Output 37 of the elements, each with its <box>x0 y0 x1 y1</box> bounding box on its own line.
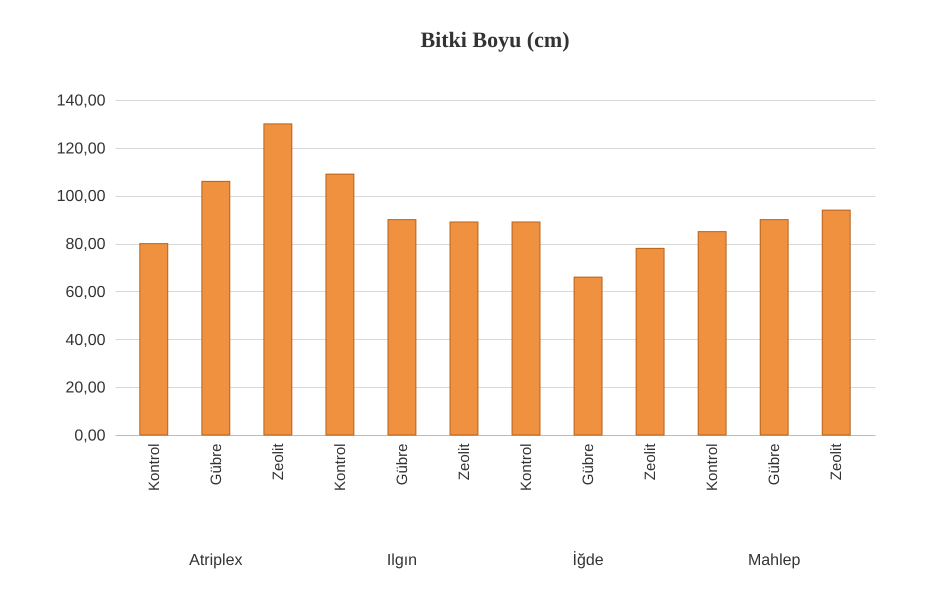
bar <box>822 210 851 436</box>
y-tick-label: 40,00 <box>65 332 106 349</box>
bar <box>325 174 354 436</box>
text: Atriplex <box>189 552 242 569</box>
bar <box>574 276 603 436</box>
bar <box>512 222 540 436</box>
chart-title: Bitki Boyu (cm) <box>420 27 570 52</box>
bar <box>387 219 416 436</box>
x-tick-label: Zeolit <box>456 442 473 480</box>
y-tick-label: 140,00 <box>56 92 106 110</box>
x-tick-label: Gübre <box>766 444 784 486</box>
bar <box>450 222 478 436</box>
y-tick-label: 20,00 <box>65 380 106 397</box>
y-tick-label: 0,00 <box>74 428 106 444</box>
bar <box>760 219 789 436</box>
x-tick-label: Kontrol <box>518 444 536 492</box>
bar <box>139 243 168 436</box>
y-tick-label: 60,00 <box>65 284 106 301</box>
x-tick-label: Gübre <box>208 444 225 486</box>
y-tick-label: 80,00 <box>65 236 106 254</box>
x-tick-label: Kontrol <box>704 444 722 492</box>
x-tick-label: Zeolit <box>828 442 846 480</box>
bar <box>698 231 727 436</box>
x-tick-label: Kontrol <box>332 444 349 492</box>
text: Mahlep <box>748 552 801 569</box>
y-tick-label: 120,00 <box>56 140 106 158</box>
bar <box>636 248 665 436</box>
x-tick-label: Kontrol <box>146 444 163 492</box>
text: Ilgın <box>386 552 418 569</box>
bar <box>263 123 292 436</box>
x-tick-label: Zeolit <box>270 442 287 480</box>
y-tick-label: 100,00 <box>56 188 106 206</box>
text: İğde <box>572 551 604 569</box>
x-tick-label: Zeolit <box>642 442 660 480</box>
bar <box>201 180 230 436</box>
x-tick-label: Gübre <box>580 444 598 486</box>
x-tick-label: Gübre <box>394 444 411 486</box>
